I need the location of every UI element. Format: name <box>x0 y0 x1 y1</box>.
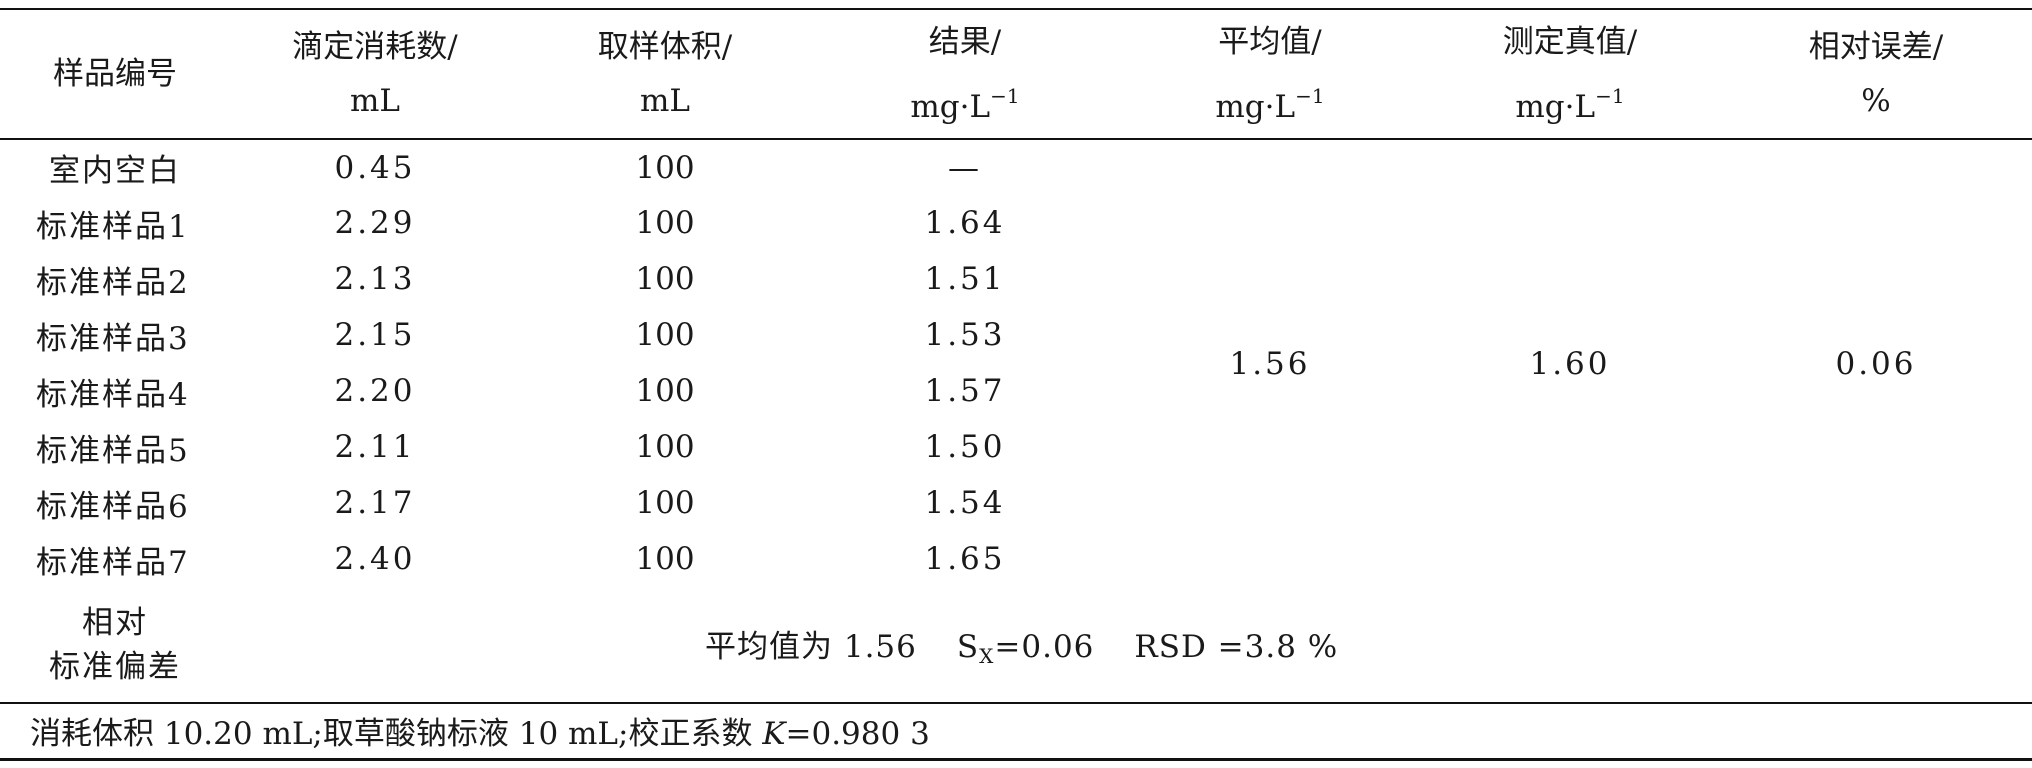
volume-value: 100 <box>635 429 695 465</box>
result-value: 1.57 <box>924 373 1006 409</box>
header-true-value: 测定真值/mg·L−1 <box>1420 8 1720 140</box>
table-header-row: 样品编号 滴定消耗数/mL 取样体积/mL 结果/mg·L−1 平均值/mg·L… <box>0 8 2032 140</box>
volume-value: 100 <box>635 317 695 353</box>
table-row: 标准样品6 2.17 100 1.54 <box>0 475 2032 531</box>
sample-name: 标准样品4 <box>36 376 190 413</box>
titration-value: 2.20 <box>334 373 416 409</box>
header-result: 结果/mg·L−1 <box>810 8 1120 140</box>
table-row: 标准样品4 2.20 100 1.57 <box>0 363 2032 419</box>
table-row: 标准样品2 2.13 100 1.51 <box>0 251 2032 307</box>
rsd-average-text: 平均值为 1.56 <box>705 629 917 665</box>
table-footer-row: 消耗体积 10.20 mL;取草酸钠标液 10 mL;校正系数 K=0.980 … <box>0 702 2032 761</box>
header-relative-error: 相对误差/% <box>1720 8 2032 140</box>
sample-name: 标准样品1 <box>36 208 190 245</box>
rsd-row: 相对 标准偏差 平均值为 1.56 SX=0.06 RSD =3.8 % <box>0 587 2032 703</box>
header-average: 平均值/mg·L−1 <box>1120 8 1420 140</box>
volume-value: 100 <box>635 261 695 297</box>
true-value: 1.60 <box>1529 345 1611 382</box>
results-table: 样品编号 滴定消耗数/mL 取样体积/mL 结果/mg·L−1 平均值/mg·L… <box>0 8 2032 761</box>
titration-value: 0.45 <box>334 149 416 186</box>
titration-value: 2.29 <box>334 205 416 241</box>
header-volume: 取样体积/mL <box>520 8 810 140</box>
sample-name: 标准样品6 <box>36 488 190 525</box>
result-value: 1.53 <box>924 317 1006 353</box>
table-row: 标准样品3 2.15 100 1.53 <box>0 307 2032 363</box>
titration-value: 2.13 <box>334 261 416 297</box>
sx-subscript: X <box>979 644 995 668</box>
sample-name: 标准样品2 <box>36 264 190 301</box>
relative-error-value: 0.06 <box>1835 345 1917 382</box>
table-footnote: 消耗体积 10.20 mL;取草酸钠标液 10 mL;校正系数 K=0.980 … <box>0 702 2032 761</box>
result-value: 1.50 <box>924 429 1006 465</box>
volume-value: 100 <box>635 541 695 577</box>
volume-value: 100 <box>635 205 695 241</box>
titration-value: 2.40 <box>334 541 416 577</box>
sx-value: =0.06 <box>994 629 1095 665</box>
titration-value: 2.15 <box>334 317 416 353</box>
header-titration: 滴定消耗数/mL <box>230 8 520 140</box>
sample-name: 标准样品7 <box>36 544 190 581</box>
result-value: 1.64 <box>924 205 1006 241</box>
result-value: 1.65 <box>924 541 1006 577</box>
table-row: 标准样品7 2.40 100 1.65 <box>0 531 2032 587</box>
volume-value: 100 <box>635 149 695 186</box>
result-value: 1.54 <box>924 485 1006 521</box>
result-value: 1.51 <box>924 261 1006 297</box>
volume-value: 100 <box>635 373 695 409</box>
titration-value: 2.11 <box>334 429 416 465</box>
table-row: 室内空白 0.45 100 — 1.56 1.60 0.06 <box>0 139 2032 382</box>
table-row: 标准样品1 2.29 100 1.64 <box>0 195 2032 251</box>
sample-name: 室内空白 <box>49 153 181 189</box>
header-sample-id: 样品编号 <box>0 8 230 140</box>
rsd-summary: 平均值为 1.56 SX=0.06 RSD =3.8 % <box>230 587 2032 703</box>
volume-value: 100 <box>635 485 695 521</box>
sx-symbol: S <box>956 629 980 665</box>
sample-name: 标准样品3 <box>36 320 190 357</box>
rsd-label: 相对 标准偏差 <box>49 604 181 685</box>
result-value: — <box>948 149 982 186</box>
titration-value: 2.17 <box>334 485 416 521</box>
average-value: 1.56 <box>1229 345 1311 382</box>
sample-name: 标准样品5 <box>36 432 190 469</box>
rsd-value-text: RSD =3.8 % <box>1134 629 1339 665</box>
table-row: 标准样品5 2.11 100 1.50 <box>0 419 2032 475</box>
